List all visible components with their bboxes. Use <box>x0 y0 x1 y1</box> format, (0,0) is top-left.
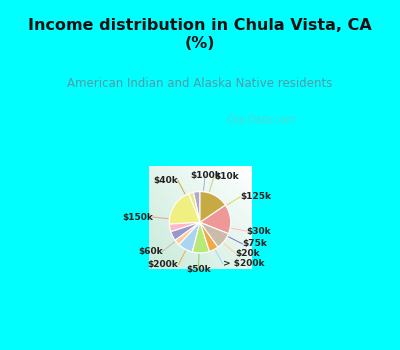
Wedge shape <box>200 222 228 247</box>
Text: American Indian and Alaska Native residents: American Indian and Alaska Native reside… <box>67 77 333 90</box>
Text: $40k: $40k <box>153 176 178 185</box>
Wedge shape <box>192 222 210 253</box>
Text: > $200k: > $200k <box>223 259 264 268</box>
Wedge shape <box>179 222 200 252</box>
Text: $50k: $50k <box>186 265 211 274</box>
Wedge shape <box>170 222 200 232</box>
Wedge shape <box>200 222 218 251</box>
Text: $60k: $60k <box>138 247 162 256</box>
Wedge shape <box>200 205 231 233</box>
Text: City-Data.com: City-Data.com <box>226 115 296 125</box>
Text: $10k: $10k <box>214 172 238 181</box>
Wedge shape <box>171 222 200 240</box>
Text: $20k: $20k <box>236 249 260 258</box>
Text: $200k: $200k <box>148 260 178 269</box>
Text: Income distribution in Chula Vista, CA
(%): Income distribution in Chula Vista, CA (… <box>28 18 372 51</box>
Wedge shape <box>175 222 200 245</box>
Wedge shape <box>189 193 200 222</box>
Wedge shape <box>169 194 200 224</box>
Wedge shape <box>200 191 225 222</box>
Text: $75k: $75k <box>242 239 267 248</box>
Text: $30k: $30k <box>247 227 271 236</box>
Text: $100k: $100k <box>190 170 220 180</box>
Text: $150k: $150k <box>122 212 153 222</box>
Wedge shape <box>193 191 200 222</box>
Text: $125k: $125k <box>240 192 271 201</box>
